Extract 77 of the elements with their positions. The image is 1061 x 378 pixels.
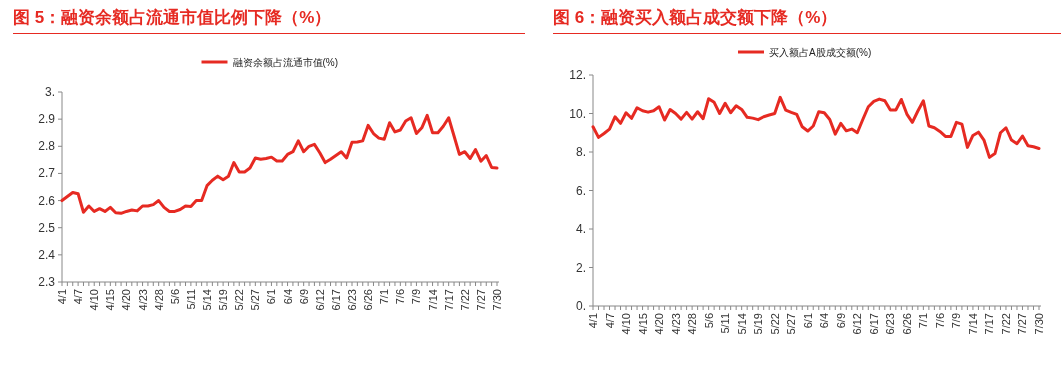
x-tick-label: 4/20	[120, 289, 133, 311]
x-tick-label: 7/22	[999, 313, 1012, 335]
x-tick-label: 4/23	[136, 289, 149, 311]
x-tick-label: 5/14	[201, 289, 213, 311]
y-tick-label: 3.	[44, 85, 55, 99]
y-tick-label: 2.	[575, 260, 586, 275]
x-tick-label: 4/7	[72, 289, 85, 305]
x-tick-label: 5/19	[752, 313, 765, 335]
y-tick-label: 2.5	[38, 220, 56, 235]
x-tick-label: 6/12	[851, 313, 864, 335]
y-tick-label: 2.7	[38, 166, 56, 181]
x-tick-label: 4/15	[636, 313, 649, 335]
x-tick-label: 4/1	[56, 289, 68, 305]
x-tick-label: 7/1	[917, 313, 930, 329]
y-tick-label: 2.9	[38, 112, 56, 127]
x-tick-label: 7/9	[950, 313, 963, 329]
x-tick-label: 4/28	[152, 289, 165, 311]
x-tick-label: 6/23	[884, 313, 897, 335]
x-tick-label: 6/17	[867, 313, 880, 335]
y-tick-label: 2.6	[38, 193, 56, 208]
x-tick-label: 7/30	[491, 289, 503, 311]
x-tick-label: 7/9	[410, 289, 423, 305]
x-tick-label: 6/17	[329, 289, 342, 311]
x-tick-label: 4/1	[587, 313, 599, 329]
x-tick-label: 7/1	[378, 289, 391, 305]
x-tick-label: 7/17	[983, 313, 996, 335]
x-tick-label: 6/1	[265, 289, 278, 305]
legend: 买入额占A股成交额(%)	[738, 47, 872, 58]
x-tick-label: 7/6	[933, 313, 946, 329]
x-tick-label: 5/11	[719, 313, 732, 334]
x-tick-label: 7/14	[426, 289, 439, 311]
x-tick-label: 4/15	[104, 289, 117, 311]
x-tick-label: 4/23	[669, 313, 682, 335]
x-tick-label: 5/19	[217, 289, 230, 311]
x-tick-label: 7/27	[474, 289, 487, 311]
x-tick-label: 5/6	[702, 313, 715, 329]
legend-label: 融资余额占流通市值(%)	[232, 57, 339, 68]
x-tick-label: 7/14	[966, 313, 979, 335]
y-tick-label: 10.	[569, 106, 586, 121]
chart-title: 图 5：融资余额占流通市值比例下降（%）	[13, 6, 525, 34]
x-tick-label: 5/14	[735, 313, 748, 335]
y-tick-label: 2.3	[38, 275, 56, 289]
x-tick-label: 6/9	[297, 289, 310, 305]
x-tick-label: 5/6	[168, 289, 181, 305]
x-tick-label: 4/10	[88, 289, 101, 311]
x-tick-label: 7/30	[1033, 313, 1045, 335]
y-tick-label: 2.8	[38, 139, 56, 154]
x-tick-label: 6/4	[818, 313, 831, 329]
legend-label: 买入额占A股成交额(%)	[769, 47, 872, 58]
x-tick-label: 6/26	[362, 289, 375, 311]
x-tick-label: 7/27	[1016, 313, 1029, 335]
x-tick-label: 4/7	[603, 313, 616, 329]
x-tick-label: 7/17	[442, 289, 455, 311]
x-tick-label: 6/23	[346, 289, 358, 311]
x-tick-label: 7/22	[458, 289, 471, 311]
y-tick-label: 4.	[575, 222, 586, 236]
x-tick-label: 5/27	[785, 313, 798, 335]
y-tick-label: 12.	[569, 68, 586, 82]
x-tick-label: 7/6	[394, 289, 407, 305]
x-tick-label: 4/10	[620, 313, 633, 335]
x-tick-label: 5/27	[249, 289, 262, 311]
y-tick-label: 0.	[575, 299, 586, 313]
legend: 融资余额占流通市值(%)	[201, 57, 339, 68]
x-tick-label: 6/1	[801, 313, 814, 329]
x-tick-label: 6/4	[281, 289, 294, 305]
x-tick-label: 5/11	[184, 289, 197, 310]
y-tick-label: 8.	[575, 145, 586, 159]
x-tick-label: 6/12	[313, 289, 326, 311]
y-tick-label: 6.	[575, 183, 586, 198]
x-tick-label: 6/9	[834, 313, 847, 329]
x-tick-label: 6/26	[900, 313, 913, 335]
x-tick-label: 4/20	[653, 313, 666, 335]
x-tick-label: 5/22	[233, 289, 246, 311]
x-tick-label: 5/22	[768, 313, 781, 335]
x-tick-label: 4/28	[686, 313, 699, 335]
chart-title: 图 6：融资买入额占成交额下降（%）	[553, 6, 1061, 34]
y-tick-label: 2.4	[38, 247, 56, 262]
